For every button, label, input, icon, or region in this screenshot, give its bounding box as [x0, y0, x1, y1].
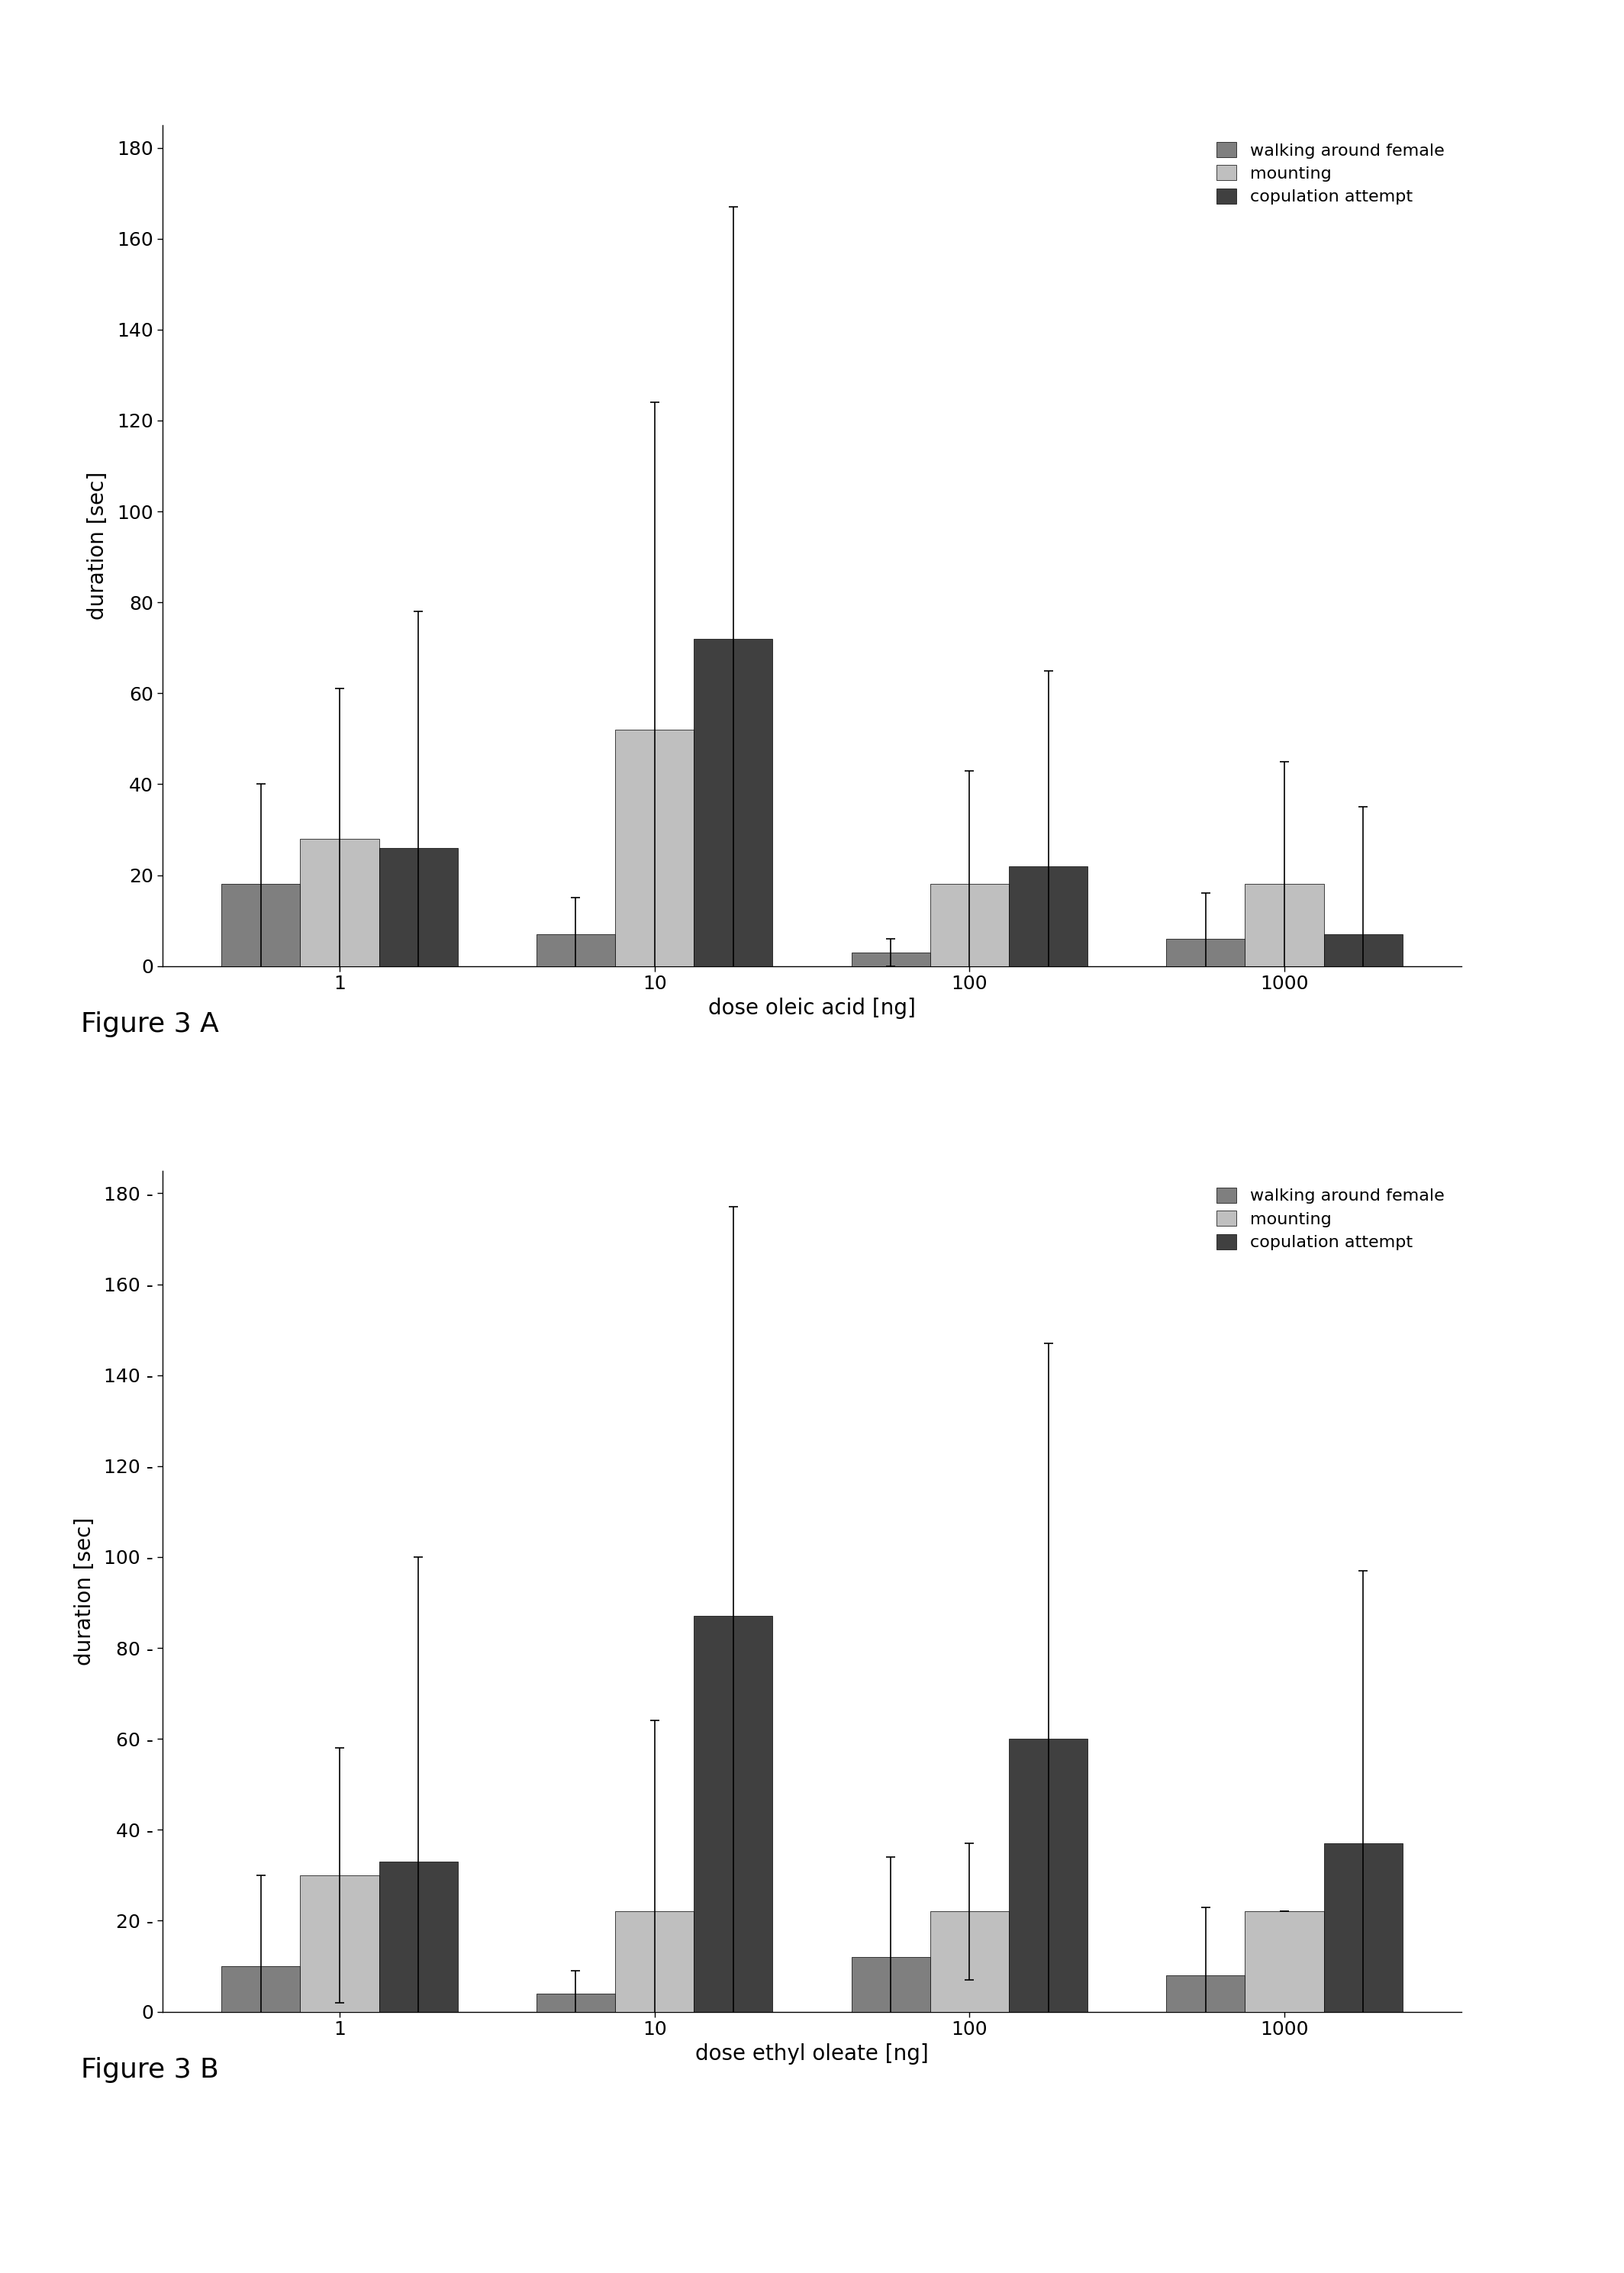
- Bar: [931, 1912, 1009, 2012]
- Bar: [851, 952, 931, 966]
- Bar: [615, 1912, 693, 2012]
- Text: Figure 3 B: Figure 3 B: [81, 2057, 219, 2082]
- Bar: [300, 839, 378, 966]
- Legend: walking around female, mounting, copulation attempt: walking around female, mounting, copulat…: [1208, 134, 1453, 214]
- Bar: [1324, 1843, 1403, 2012]
- X-axis label: dose oleic acid [ng]: dose oleic acid [ng]: [708, 998, 916, 1018]
- Bar: [536, 1993, 615, 2012]
- Bar: [931, 884, 1009, 966]
- Bar: [221, 884, 300, 966]
- Bar: [300, 1875, 378, 2012]
- Bar: [1324, 934, 1403, 966]
- Bar: [615, 730, 693, 966]
- Bar: [536, 934, 615, 966]
- Bar: [1166, 1975, 1246, 2012]
- Bar: [1166, 939, 1246, 966]
- Text: Figure 3 A: Figure 3 A: [81, 1011, 219, 1036]
- Bar: [851, 1957, 931, 2012]
- Bar: [1246, 1912, 1324, 2012]
- Bar: [1246, 884, 1324, 966]
- Bar: [1009, 1739, 1088, 2012]
- Bar: [221, 1966, 300, 2012]
- X-axis label: dose ethyl oleate [ng]: dose ethyl oleate [ng]: [695, 2043, 929, 2064]
- Y-axis label: duration [sec]: duration [sec]: [75, 1516, 96, 1666]
- Bar: [378, 1862, 458, 2012]
- Y-axis label: duration [sec]: duration [sec]: [88, 471, 109, 621]
- Bar: [693, 1616, 773, 2012]
- Bar: [378, 848, 458, 966]
- Bar: [1009, 866, 1088, 966]
- Legend: walking around female, mounting, copulation attempt: walking around female, mounting, copulat…: [1208, 1180, 1453, 1259]
- Bar: [693, 639, 773, 966]
